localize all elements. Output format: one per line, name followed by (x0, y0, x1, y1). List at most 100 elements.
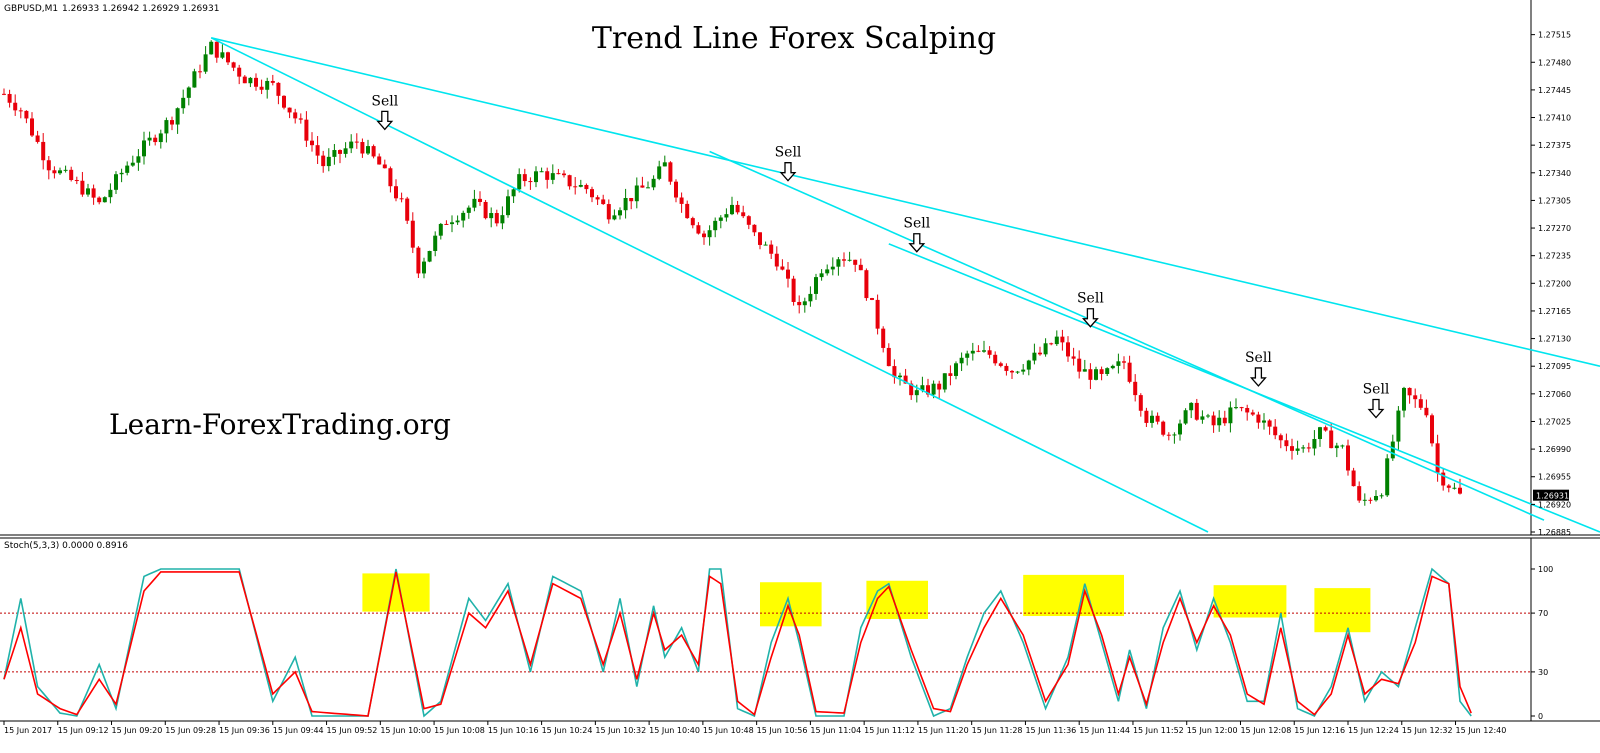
candle-body (1122, 361, 1126, 363)
price-tick-label: 1.27200 (1538, 279, 1571, 288)
candle-body (937, 383, 942, 390)
time-tick-label: 15 Jun 09:12 (58, 726, 109, 735)
candle-body (1301, 447, 1306, 449)
time-tick-label: 15 Jun 11:52 (1133, 726, 1184, 735)
time-tick-label: 15 Jun 2017 (4, 726, 52, 735)
candle-body (1418, 399, 1423, 408)
candle-body (270, 80, 275, 83)
candle-body (1312, 439, 1317, 449)
candle-body (623, 197, 628, 211)
candle-body (41, 141, 46, 161)
candle-body (780, 266, 785, 270)
candle-body (214, 41, 219, 58)
time-tick-label: 15 Jun 09:44 (273, 726, 324, 735)
candle-body (920, 385, 925, 391)
sell-label: Sell (371, 93, 398, 109)
candle-body (668, 162, 673, 182)
candle-body (259, 86, 264, 90)
candle-body (679, 197, 684, 204)
price-tick-label: 1.27165 (1538, 307, 1571, 316)
candle-body (595, 197, 600, 200)
candle-body (685, 203, 690, 219)
candle-body (735, 204, 740, 213)
price-tick-label: 1.27515 (1538, 31, 1571, 40)
candle-body (1234, 407, 1238, 409)
price-tick-label: 1.26990 (1538, 445, 1571, 454)
candle-body (1206, 415, 1210, 417)
candle-body (875, 299, 880, 329)
candle-body (1099, 369, 1104, 374)
candle-body (242, 76, 247, 84)
price-tick-label: 1.27445 (1538, 86, 1571, 95)
price-tick-label: 1.27480 (1538, 58, 1571, 67)
candle-body (1178, 423, 1182, 435)
candle-body (970, 350, 975, 354)
candle-body (802, 301, 807, 306)
time-tick-label: 15 Jun 12:24 (1348, 726, 1399, 735)
time-tick-label: 15 Jun 11:36 (1025, 726, 1076, 735)
candle-body (455, 220, 460, 223)
candle-body (808, 293, 813, 302)
candle-body (181, 97, 186, 109)
candle-body (1346, 445, 1350, 471)
candle-body (1351, 470, 1356, 487)
candle-body (91, 188, 96, 198)
candle-body (332, 150, 337, 157)
candle-body (612, 215, 617, 220)
candle-body (562, 173, 566, 176)
trend-line (888, 243, 1600, 533)
current-price-box (1533, 489, 1569, 501)
candle-body (1430, 415, 1434, 444)
candle-body (914, 390, 919, 396)
price-panel[interactable] (0, 0, 1600, 536)
candle-body (153, 137, 158, 143)
candle-body (696, 225, 701, 234)
candle-body (886, 347, 891, 367)
candle-body (450, 222, 454, 225)
candle-body (198, 71, 202, 73)
candle-body (690, 218, 695, 226)
candle-body (220, 52, 225, 58)
candle-body (366, 146, 370, 154)
candle-body (791, 278, 796, 302)
candle-body (1155, 415, 1160, 422)
candle-body (926, 385, 930, 395)
candle-body (545, 171, 550, 180)
candle-body (819, 273, 824, 278)
sell-label: Sell (1077, 291, 1104, 307)
price-tick-label: 1.27130 (1538, 335, 1571, 344)
candle-body (584, 184, 589, 190)
candle-body (853, 259, 858, 265)
time-tick-label: 15 Jun 10:08 (434, 726, 485, 735)
candle-body (74, 180, 79, 182)
candle-body (662, 162, 667, 167)
candle-body (847, 259, 852, 261)
candle-body (567, 175, 572, 187)
candle-body (1077, 358, 1082, 372)
candle-body (987, 350, 992, 355)
candle-body (478, 198, 482, 202)
candle-body (97, 197, 102, 203)
candle-body (724, 214, 729, 218)
candle-body (618, 210, 622, 216)
time-tick-label: 15 Jun 12:00 (1187, 726, 1238, 735)
time-tick-label: 15 Jun 10:16 (488, 726, 539, 735)
candle-body (265, 80, 270, 90)
candle-body (394, 186, 398, 199)
candle-body (898, 375, 902, 378)
price-tick-label: 1.27410 (1538, 114, 1571, 123)
candle-body (1374, 495, 1378, 501)
candle-body (80, 180, 85, 195)
candle-body (1267, 420, 1272, 427)
candle-body (836, 259, 841, 267)
candle-body (1116, 361, 1121, 366)
candle-body (186, 87, 191, 98)
time-tick-label: 15 Jun 10:32 (595, 726, 646, 735)
trend-line (211, 37, 1600, 367)
candle-body (1038, 352, 1042, 355)
candle-body (1458, 487, 1462, 494)
stoch-tick-label: 70 (1538, 609, 1548, 618)
candle-body (142, 140, 146, 157)
time-tick-label: 15 Jun 11:28 (972, 726, 1023, 735)
